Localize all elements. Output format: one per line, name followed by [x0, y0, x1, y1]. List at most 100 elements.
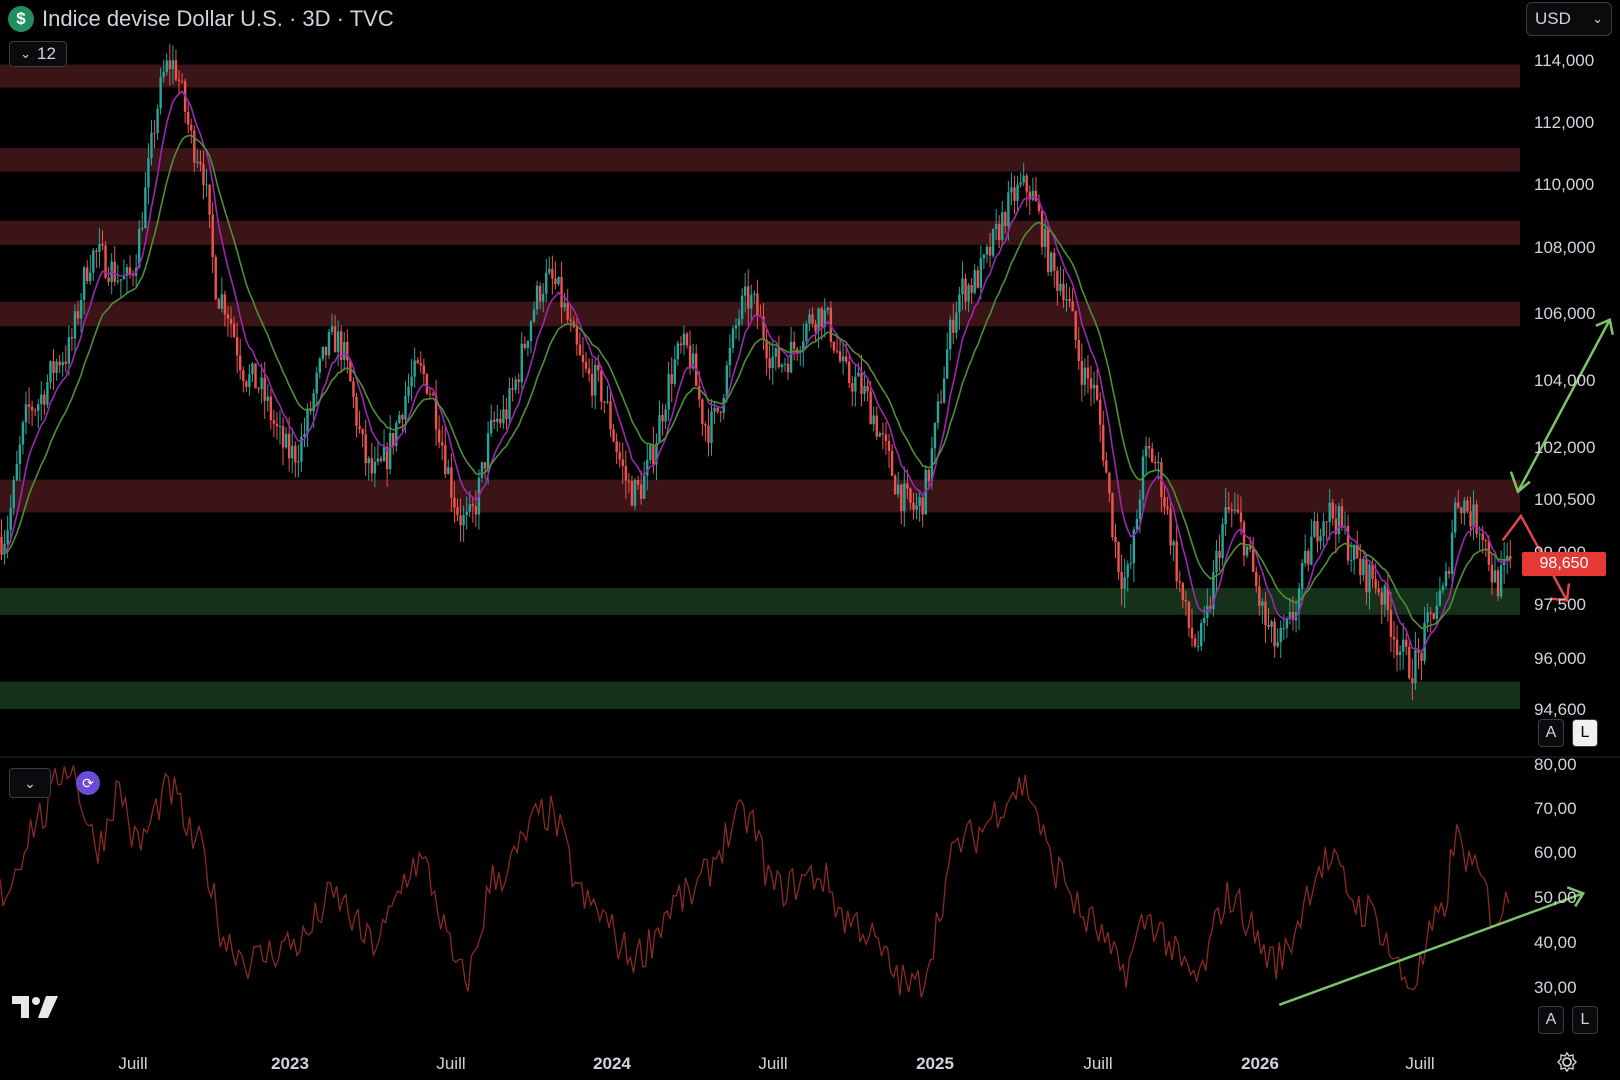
candle-body: [517, 379, 520, 383]
candle-body: [416, 360, 419, 364]
candle-body: [1450, 532, 1454, 574]
candle-body: [116, 280, 119, 282]
candle-body: [336, 331, 340, 353]
candle-body: [1120, 571, 1123, 589]
candle-body: [193, 130, 196, 163]
gear-icon[interactable]: [1556, 1051, 1578, 1073]
candle-body: [1258, 586, 1261, 606]
candle-body: [618, 452, 621, 460]
candle-body: [1420, 652, 1423, 661]
candle-body: [33, 410, 37, 412]
candle-body: [1114, 537, 1117, 543]
auto-scale-button[interactable]: A: [1538, 719, 1564, 747]
candle-body: [1175, 541, 1178, 582]
candle-body: [346, 341, 349, 361]
price-tick-label: 94,600: [1534, 700, 1586, 719]
time-tick-label: 2025: [916, 1054, 954, 1073]
symbol-title[interactable]: Indice devise Dollar U.S. · 3D · TVC: [42, 6, 394, 31]
candle-body: [367, 458, 370, 464]
candle-body: [1086, 367, 1090, 379]
candle-body: [587, 368, 591, 374]
candle-body: [46, 382, 49, 405]
candle-body: [786, 363, 790, 373]
candle-body: [1426, 612, 1429, 623]
rsi-auto-scale-button[interactable]: A: [1538, 1006, 1564, 1034]
sync-icon[interactable]: ⟳: [76, 771, 100, 795]
candle-body: [1502, 560, 1506, 566]
candle-body: [679, 343, 683, 346]
log-scale-button[interactable]: L: [1572, 719, 1598, 747]
candle-body: [1135, 518, 1139, 530]
candle-body: [1172, 541, 1175, 546]
candle-body: [263, 377, 266, 401]
candle-body: [1181, 582, 1185, 600]
candle-body: [606, 401, 609, 403]
candle-body: [413, 360, 416, 377]
candle-body: [92, 250, 95, 273]
candle-body: [988, 246, 992, 256]
collapse-pane-button[interactable]: ⌄: [9, 768, 51, 798]
candle-body: [511, 388, 514, 390]
candle-body: [1242, 522, 1246, 556]
price-tick-label: 114,000: [1534, 51, 1594, 70]
candle-body: [578, 344, 582, 356]
candle-body: [1316, 521, 1319, 542]
candle-body: [860, 372, 863, 394]
moving-averages: [1, 90, 1511, 654]
candle-body: [1282, 628, 1286, 630]
candle-body: [1019, 182, 1022, 185]
candle-body: [740, 295, 744, 319]
candle-body: [734, 325, 738, 329]
currency-select[interactable]: USD ⌄: [1526, 2, 1612, 36]
candle-body: [104, 245, 107, 278]
candle-body: [710, 411, 713, 443]
collapse-indicators-button[interactable]: ⌄ 12: [9, 41, 67, 67]
price-axis[interactable]: 114,000 112,000 110,000 108,000 106,000 104,0…: [1534, 51, 1595, 719]
candle-body: [3, 543, 6, 555]
candle-body: [1187, 601, 1191, 628]
candle-body: [768, 358, 771, 368]
candle-body: [202, 164, 205, 186]
candle-body: [1178, 581, 1181, 583]
candle-body: [431, 394, 435, 396]
candle-body: [1089, 378, 1093, 389]
candle-body: [1010, 187, 1013, 193]
candle-body: [884, 434, 888, 441]
candle-body: [900, 484, 903, 512]
candle-body: [505, 409, 508, 420]
candle-body: [688, 345, 692, 369]
candle-body: [471, 504, 475, 507]
candle-body: [848, 361, 851, 384]
candle-body: [985, 246, 989, 255]
candle-body: [612, 429, 615, 442]
candle-body: [1267, 624, 1270, 627]
candle-body: [890, 451, 894, 476]
tradingview-logo[interactable]: [12, 994, 60, 1020]
candle-body: [462, 515, 465, 526]
candle-body: [1025, 175, 1028, 192]
candle-body: [199, 161, 202, 165]
rsi-log-scale-button[interactable]: L: [1572, 1006, 1598, 1034]
candle-body: [419, 363, 422, 366]
candle-body: [728, 347, 732, 366]
candle-body: [560, 276, 563, 308]
candle-body: [138, 228, 141, 268]
candle-body: [811, 314, 814, 324]
rsi-axis[interactable]: 80,00 70,00 60,00 50,00 40,00 30,00: [1534, 755, 1577, 997]
candle-body: [177, 79, 181, 82]
candle-body: [1108, 472, 1111, 494]
candle-body: [349, 360, 352, 382]
candle-body: [321, 346, 325, 359]
candle-body: [37, 404, 40, 411]
candle-body: [857, 372, 860, 377]
candle-body: [235, 336, 239, 356]
candle-body: [1279, 628, 1282, 643]
candle-body: [1334, 518, 1338, 535]
candle-body: [701, 399, 704, 425]
candle-body: [1004, 212, 1007, 227]
time-axis[interactable]: Juill 2023 Juill 2024 Juill 2025 Juill 2026 Juil…: [118, 1054, 1434, 1073]
candle-body: [174, 60, 178, 80]
candle-body: [590, 373, 594, 396]
candle-body: [162, 72, 165, 78]
